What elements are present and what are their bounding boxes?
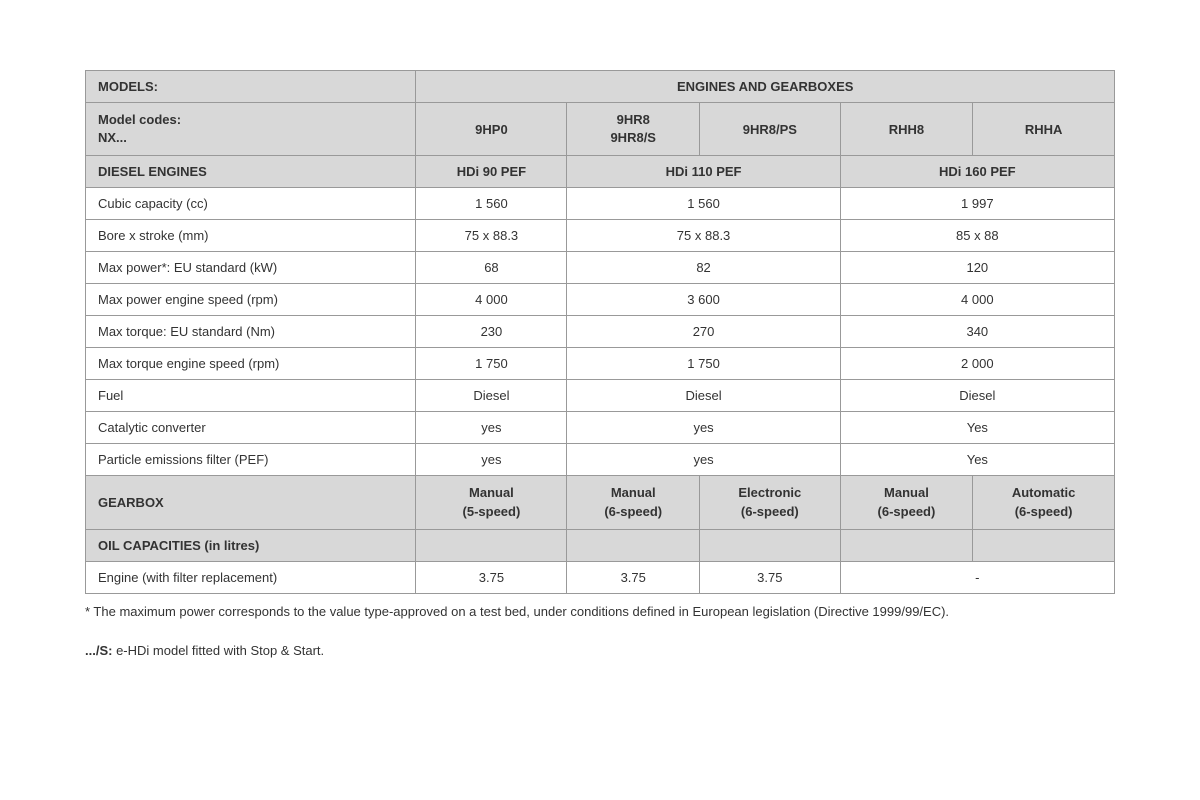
row-value: 230 [416,316,567,348]
gb3-line1: Electronic [738,485,801,500]
oil-capacities-title: OIL CAPACITIES (in litres) [86,529,416,561]
row-label: Fuel [86,380,416,412]
row-value: yes [416,412,567,444]
table-row: Max power engine speed (rpm)4 0003 6004 … [86,284,1115,316]
row-value: yes [567,412,840,444]
gearbox-title: GEARBOX [86,476,416,529]
model-codes-line1: Model codes: [98,112,181,127]
footnote-2-bold: .../S: [85,643,112,658]
model-codes-line2: NX... [98,130,127,145]
row-value: 4 000 [840,284,1114,316]
gearbox-3: Electronic (6-speed) [700,476,841,529]
model-codes-label: Model codes: NX... [86,103,416,156]
gearbox-4: Manual (6-speed) [840,476,973,529]
gb3-line2: (6-speed) [741,504,799,519]
row-value: Diesel [840,380,1114,412]
diesel-engine2: HDi 110 PEF [567,156,840,188]
row-label: Particle emissions filter (PEF) [86,444,416,476]
table-row: Max power*: EU standard (kW)6882120 [86,252,1115,284]
footnote-2: .../S: e-HDi model fitted with Stop & St… [85,643,1115,658]
row-value: 82 [567,252,840,284]
row-value: 340 [840,316,1114,348]
gb2-line2: (6-speed) [604,504,662,519]
row-value: 2 000 [840,348,1114,380]
gb4-line2: (6-speed) [878,504,936,519]
gearbox-5: Automatic (6-speed) [973,476,1115,529]
oil-row-label: Engine (with filter replacement) [86,561,416,593]
gb2-line1: Manual [611,485,656,500]
col-9hr8-line1: 9HR8 [617,112,650,127]
row-value: 75 x 88.3 [567,220,840,252]
row-value: Yes [840,412,1114,444]
row-value: 1 750 [567,348,840,380]
col-9hr8: 9HR8 9HR8/S [567,103,700,156]
oil-v3: 3.75 [700,561,841,593]
row-value: 1 560 [567,188,840,220]
row-value: 68 [416,252,567,284]
row-label: Max power engine speed (rpm) [86,284,416,316]
table-row: Max torque engine speed (rpm)1 7501 7502… [86,348,1115,380]
col-rhha: RHHA [973,103,1115,156]
row-value: 120 [840,252,1114,284]
row-value: yes [416,444,567,476]
footnote-1: * The maximum power corresponds to the v… [85,604,1115,619]
row-value: 75 x 88.3 [416,220,567,252]
table-row: FuelDieselDieselDiesel [86,380,1115,412]
gearbox-2: Manual (6-speed) [567,476,700,529]
row-value: 85 x 88 [840,220,1114,252]
row-label: Bore x stroke (mm) [86,220,416,252]
col-9hp0: 9HP0 [416,103,567,156]
row-value: 3 600 [567,284,840,316]
col-9hr8ps: 9HR8/PS [700,103,841,156]
col-9hr8-line2: 9HR8/S [610,130,656,145]
spec-table: MODELS: ENGINES AND GEARBOXES Model code… [85,70,1115,594]
table-row: Catalytic converteryesyesYes [86,412,1115,444]
row-value: yes [567,444,840,476]
row-value: Yes [840,444,1114,476]
oil-v1: 3.75 [416,561,567,593]
row-label: Max power*: EU standard (kW) [86,252,416,284]
diesel-engine1: HDi 90 PEF [416,156,567,188]
gb4-line1: Manual [884,485,929,500]
diesel-engines-title: DIESEL ENGINES [86,156,416,188]
models-header: MODELS: [86,71,416,103]
gearbox-1: Manual (5-speed) [416,476,567,529]
row-value: 1 560 [416,188,567,220]
oil-v4: - [840,561,1114,593]
footnote-2-rest: e-HDi model fitted with Stop & Start. [112,643,324,658]
table-row: Max torque: EU standard (Nm)230270340 [86,316,1115,348]
gb5-line2: (6-speed) [1015,504,1073,519]
row-label: Max torque engine speed (rpm) [86,348,416,380]
gb1-line1: Manual [469,485,514,500]
row-value: 1 997 [840,188,1114,220]
diesel-engine3: HDi 160 PEF [840,156,1114,188]
engines-gearboxes-header: ENGINES AND GEARBOXES [416,71,1115,103]
row-value: Diesel [567,380,840,412]
table-row: Bore x stroke (mm)75 x 88.375 x 88.385 x… [86,220,1115,252]
gb5-line1: Automatic [1012,485,1076,500]
oil-v2: 3.75 [567,561,700,593]
gb1-line2: (5-speed) [463,504,521,519]
row-value: 270 [567,316,840,348]
row-label: Cubic capacity (cc) [86,188,416,220]
row-value: 4 000 [416,284,567,316]
row-label: Max torque: EU standard (Nm) [86,316,416,348]
table-row: Particle emissions filter (PEF)yesyesYes [86,444,1115,476]
row-value: Diesel [416,380,567,412]
row-value: 1 750 [416,348,567,380]
col-rhh8: RHH8 [840,103,973,156]
row-label: Catalytic converter [86,412,416,444]
table-row: Cubic capacity (cc)1 5601 5601 997 [86,188,1115,220]
